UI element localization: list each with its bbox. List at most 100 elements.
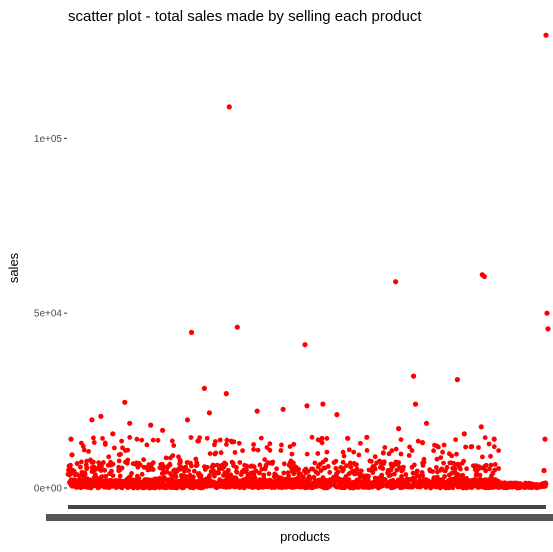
data-point bbox=[119, 438, 124, 444]
y-tick-label: 0e+00 bbox=[34, 484, 63, 495]
data-point bbox=[289, 451, 295, 457]
data-point bbox=[461, 431, 467, 437]
data-point bbox=[324, 449, 330, 455]
data-point bbox=[281, 461, 287, 467]
data-point bbox=[372, 466, 378, 472]
data-point bbox=[186, 468, 192, 473]
data-point bbox=[487, 466, 492, 472]
data-point bbox=[251, 464, 257, 470]
data-point bbox=[280, 406, 286, 412]
data-point bbox=[488, 462, 494, 468]
data-point bbox=[483, 462, 489, 468]
data-point bbox=[84, 466, 90, 472]
data-point bbox=[136, 475, 142, 481]
data-point bbox=[226, 104, 232, 110]
data-point bbox=[206, 410, 212, 416]
data-point bbox=[129, 471, 135, 476]
data-point bbox=[319, 435, 325, 441]
data-point bbox=[170, 453, 176, 458]
data-point bbox=[327, 470, 333, 475]
data-point bbox=[117, 473, 123, 479]
data-point bbox=[492, 462, 498, 467]
data-point bbox=[127, 420, 133, 426]
data-point bbox=[100, 436, 105, 441]
data-point bbox=[454, 377, 460, 383]
data-point bbox=[315, 471, 321, 476]
data-point bbox=[478, 424, 484, 430]
data-point bbox=[91, 459, 96, 465]
data-point bbox=[251, 442, 256, 447]
data-point bbox=[491, 444, 497, 450]
data-point bbox=[396, 460, 401, 465]
data-point bbox=[101, 460, 106, 465]
data-point bbox=[440, 449, 445, 455]
data-point bbox=[434, 465, 439, 470]
data-point bbox=[453, 437, 458, 443]
data-point bbox=[191, 468, 197, 474]
data-point bbox=[414, 468, 420, 474]
data-point bbox=[301, 474, 306, 480]
data-point bbox=[89, 417, 95, 423]
x-tick-label-overplot bbox=[46, 514, 553, 521]
data-point bbox=[347, 460, 353, 466]
data-point bbox=[354, 466, 360, 472]
data-point bbox=[319, 440, 325, 446]
data-point bbox=[102, 442, 108, 447]
data-point bbox=[364, 448, 370, 453]
data-point bbox=[214, 462, 220, 468]
data-point bbox=[79, 459, 84, 465]
data-point bbox=[366, 473, 371, 479]
data-point bbox=[304, 451, 310, 457]
data-point bbox=[382, 477, 388, 482]
data-point bbox=[279, 442, 284, 448]
data-point bbox=[141, 457, 147, 463]
data-point bbox=[225, 467, 231, 473]
data-point bbox=[270, 459, 276, 465]
data-point bbox=[98, 413, 104, 419]
data-point bbox=[91, 435, 96, 441]
data-point bbox=[218, 450, 224, 456]
data-point bbox=[311, 474, 317, 480]
data-point bbox=[307, 476, 313, 481]
data-point bbox=[354, 462, 359, 467]
data-point bbox=[240, 448, 246, 454]
data-point bbox=[82, 471, 88, 477]
x-axis-title: products bbox=[280, 529, 330, 544]
data-point bbox=[496, 466, 501, 471]
data-point bbox=[413, 479, 418, 485]
data-point bbox=[213, 450, 219, 456]
data-point bbox=[391, 471, 397, 477]
data-point bbox=[223, 461, 229, 467]
data-point bbox=[266, 471, 272, 477]
data-point bbox=[234, 469, 240, 475]
data-point bbox=[173, 474, 179, 480]
data-point bbox=[454, 451, 459, 457]
data-point bbox=[150, 467, 156, 472]
data-point bbox=[139, 471, 145, 477]
data-point bbox=[112, 445, 117, 451]
data-point bbox=[237, 460, 243, 465]
data-point bbox=[223, 391, 229, 397]
data-point bbox=[386, 451, 392, 457]
data-point bbox=[86, 449, 91, 454]
data-point bbox=[110, 461, 116, 467]
data-point bbox=[393, 446, 399, 452]
data-point bbox=[305, 468, 311, 474]
data-point bbox=[278, 448, 284, 453]
data-point bbox=[217, 437, 223, 443]
data-point bbox=[398, 437, 404, 442]
data-point bbox=[335, 469, 341, 475]
data-point bbox=[415, 438, 421, 444]
data-point bbox=[84, 458, 90, 464]
data-point bbox=[396, 426, 402, 432]
data-point bbox=[191, 474, 196, 480]
data-point bbox=[188, 435, 194, 440]
data-point bbox=[543, 481, 549, 486]
data-point bbox=[380, 450, 386, 456]
data-point bbox=[232, 450, 238, 455]
data-point bbox=[444, 464, 450, 470]
data-point bbox=[234, 465, 239, 470]
data-point bbox=[184, 417, 191, 423]
data-point bbox=[380, 466, 386, 471]
data-point bbox=[78, 464, 83, 470]
